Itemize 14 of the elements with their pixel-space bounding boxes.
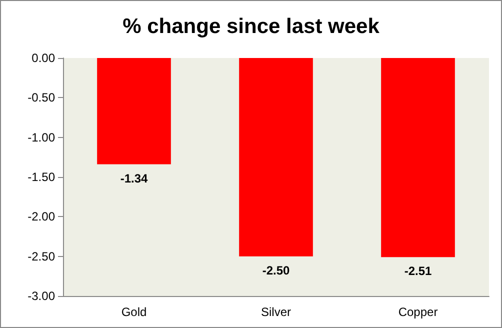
y-tick-label: -3.00 [28,289,56,303]
y-tick-label: -2.50 [28,249,56,264]
y-tick-label: 0.00 [32,51,56,65]
y-tick-label: -0.50 [28,90,56,105]
y-tick-label: -2.00 [28,210,56,224]
chart-title: % change since last week [122,15,380,38]
x-tick-label: Copper [398,305,438,319]
y-tick-label: -1.00 [28,130,56,144]
data-label: -2.50 [262,263,290,278]
data-label: -2.51 [404,264,432,278]
data-label: -1.34 [120,171,148,186]
x-tick-label: Silver [260,305,292,319]
y-tick-label: -1.50 [28,170,56,184]
x-tick-label: Gold [121,305,147,319]
